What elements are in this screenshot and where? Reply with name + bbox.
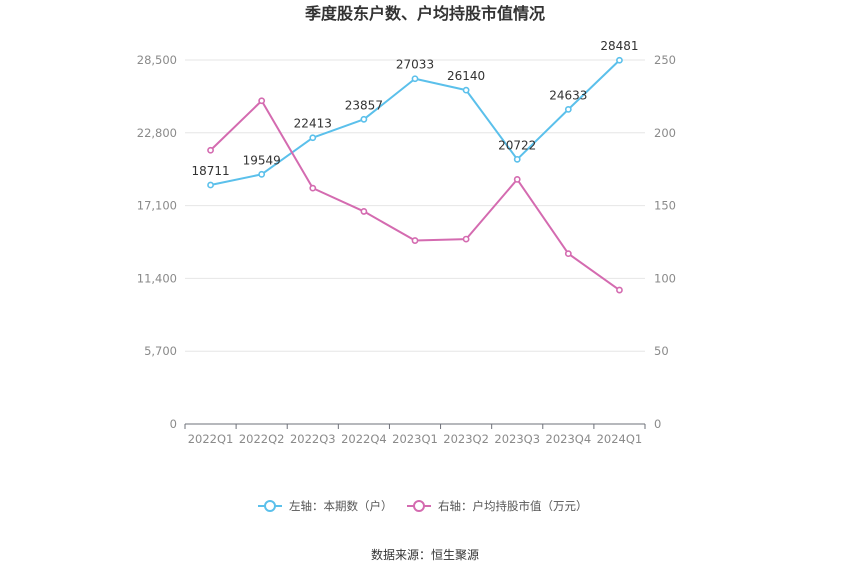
x-tick-label: 2022Q3 [290,432,336,446]
x-tick-label: 2023Q1 [392,432,438,446]
data-label: 18711 [191,164,229,178]
data-label: 19549 [243,153,281,167]
y-left-tick-label: 5,700 [144,344,177,358]
data-point[interactable] [258,97,266,105]
y-right-tick-label: 100 [654,271,676,285]
data-point[interactable] [207,181,214,189]
legend-marker-icon [264,500,276,512]
chart-title: 季度股东户数、户均持股市值情况 [304,4,545,23]
x-tick-label: 2023Q3 [494,432,540,446]
y-right-tick-label: 0 [654,417,661,431]
x-tick-label: 2023Q4 [546,432,592,446]
series-lines: 18711 19549 22413 23857 27033 26140 20722 24633… [191,39,639,294]
y-left-tick-label: 0 [170,417,177,431]
data-label: 20722 [498,138,536,152]
data-point[interactable] [616,286,623,294]
y-right-tick-label: 50 [654,344,669,358]
data-label: 28481 [600,39,638,53]
source-note: 数据来源：恒生聚源 [371,547,479,562]
data-point[interactable] [207,146,214,154]
data-point[interactable] [462,86,470,94]
data-point[interactable] [616,56,623,64]
data-point[interactable] [309,184,317,192]
data-point[interactable] [564,250,572,258]
x-tick-label: 2022Q1 [188,432,234,446]
data-point[interactable] [513,175,521,183]
x-tick-label: 2024Q1 [597,432,643,446]
y-left-tick-label: 17,100 [137,199,177,213]
y-left-tick-label: 11,400 [137,271,177,285]
data-point[interactable] [564,105,572,113]
data-point[interactable] [258,170,266,178]
data-label: 26140 [447,69,485,83]
data-point[interactable] [411,237,419,244]
y-right-tick-label: 250 [654,53,676,67]
y-right-tick-label: 150 [654,199,676,213]
series-line [209,99,621,291]
x-tick-label: 2022Q2 [239,432,285,446]
y-left-tick-label: 22,800 [137,126,177,140]
legend-marker-icon [413,500,425,512]
data-point[interactable] [411,75,419,83]
grid-lines [185,59,645,352]
legend-label[interactable]: 左轴：本期数（户） [289,499,393,513]
data-label: 27033 [396,58,434,72]
data-label: 22413 [294,117,332,131]
y-left-tick-label: 28,500 [137,53,177,67]
x-tick-label: 2022Q4 [341,432,387,446]
legend-label[interactable]: 右轴：户均持股市值（万元） [438,499,588,513]
y-right-tick-label: 200 [654,126,676,140]
data-label: 23857 [345,98,383,112]
data-point[interactable] [462,235,470,243]
data-point[interactable] [309,134,317,142]
axes: 0 5,700 11,400 17,100 22,800 28,500 0 50 100 150 2… [137,53,676,446]
data-point[interactable] [360,208,368,215]
data-point[interactable] [360,115,368,123]
legend: 左轴：本期数（户） 右轴：户均持股市值（万元） [258,499,588,513]
data-point[interactable] [513,155,521,163]
x-tick-label: 2023Q2 [443,432,489,446]
data-label: 24633 [549,88,587,102]
